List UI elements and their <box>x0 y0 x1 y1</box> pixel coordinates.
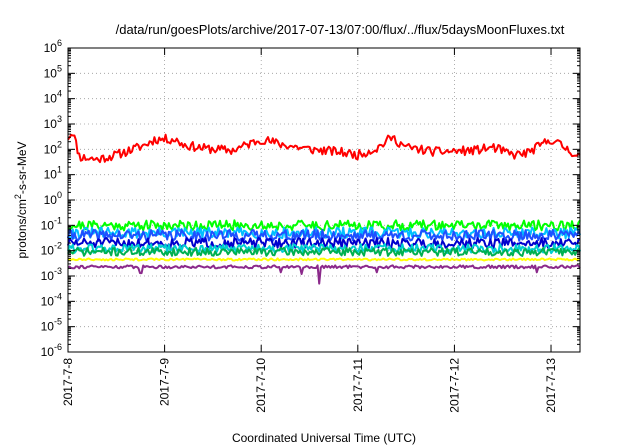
series-line-7 <box>67 257 581 262</box>
y-axis-ticks: 10-6 10-5 10-4 10-3 10-2 10-1 100 101 102 103 104 1… <box>41 38 580 359</box>
y-tick-label: 106 <box>44 38 62 55</box>
x-tick-label: 2017-7-13 <box>544 358 558 413</box>
y-tick-label: 10-2 <box>41 241 62 258</box>
data-series <box>67 133 581 285</box>
grid-lines <box>68 48 580 352</box>
series-line-4 <box>67 237 581 250</box>
y-tick-label: 10-3 <box>41 266 62 283</box>
x-axis-ticks: 2017-7-8 2017-7-9 2017-7-10 2017-7-11 2017-7… <box>61 48 558 413</box>
y-axis-label: protons/cm2-s-sr-MeV <box>13 141 29 258</box>
y-tick-label: 105 <box>44 63 62 80</box>
y-tick-label: 101 <box>44 165 62 182</box>
y-tick-label: 103 <box>44 114 62 131</box>
y-tick-label: 10-1 <box>41 215 62 232</box>
y-tick-label: 10-6 <box>41 342 62 359</box>
series-line-6 <box>67 246 581 257</box>
y-tick-label: 102 <box>44 139 62 156</box>
series-line-8 <box>67 264 581 285</box>
chart-title: /data/run/goesPlots/archive/2017-07-13/0… <box>116 22 565 37</box>
y-tick-label: 10-4 <box>41 291 62 308</box>
x-tick-label: 2017-7-9 <box>158 358 172 406</box>
y-tick-label: 10-5 <box>41 317 62 334</box>
series-line-3 <box>67 228 581 242</box>
x-tick-label: 2017-7-8 <box>61 358 75 406</box>
x-axis-label: Coordinated Universal Time (UTC) <box>232 431 416 445</box>
series-line-0 <box>67 133 581 164</box>
y-tick-label: 104 <box>44 89 62 106</box>
x-tick-label: 2017-7-12 <box>447 358 461 413</box>
x-tick-label: 2017-7-10 <box>254 358 268 413</box>
series-line-1 <box>67 219 581 232</box>
x-tick-label: 2017-7-11 <box>351 358 365 412</box>
y-tick-label: 100 <box>44 190 62 207</box>
